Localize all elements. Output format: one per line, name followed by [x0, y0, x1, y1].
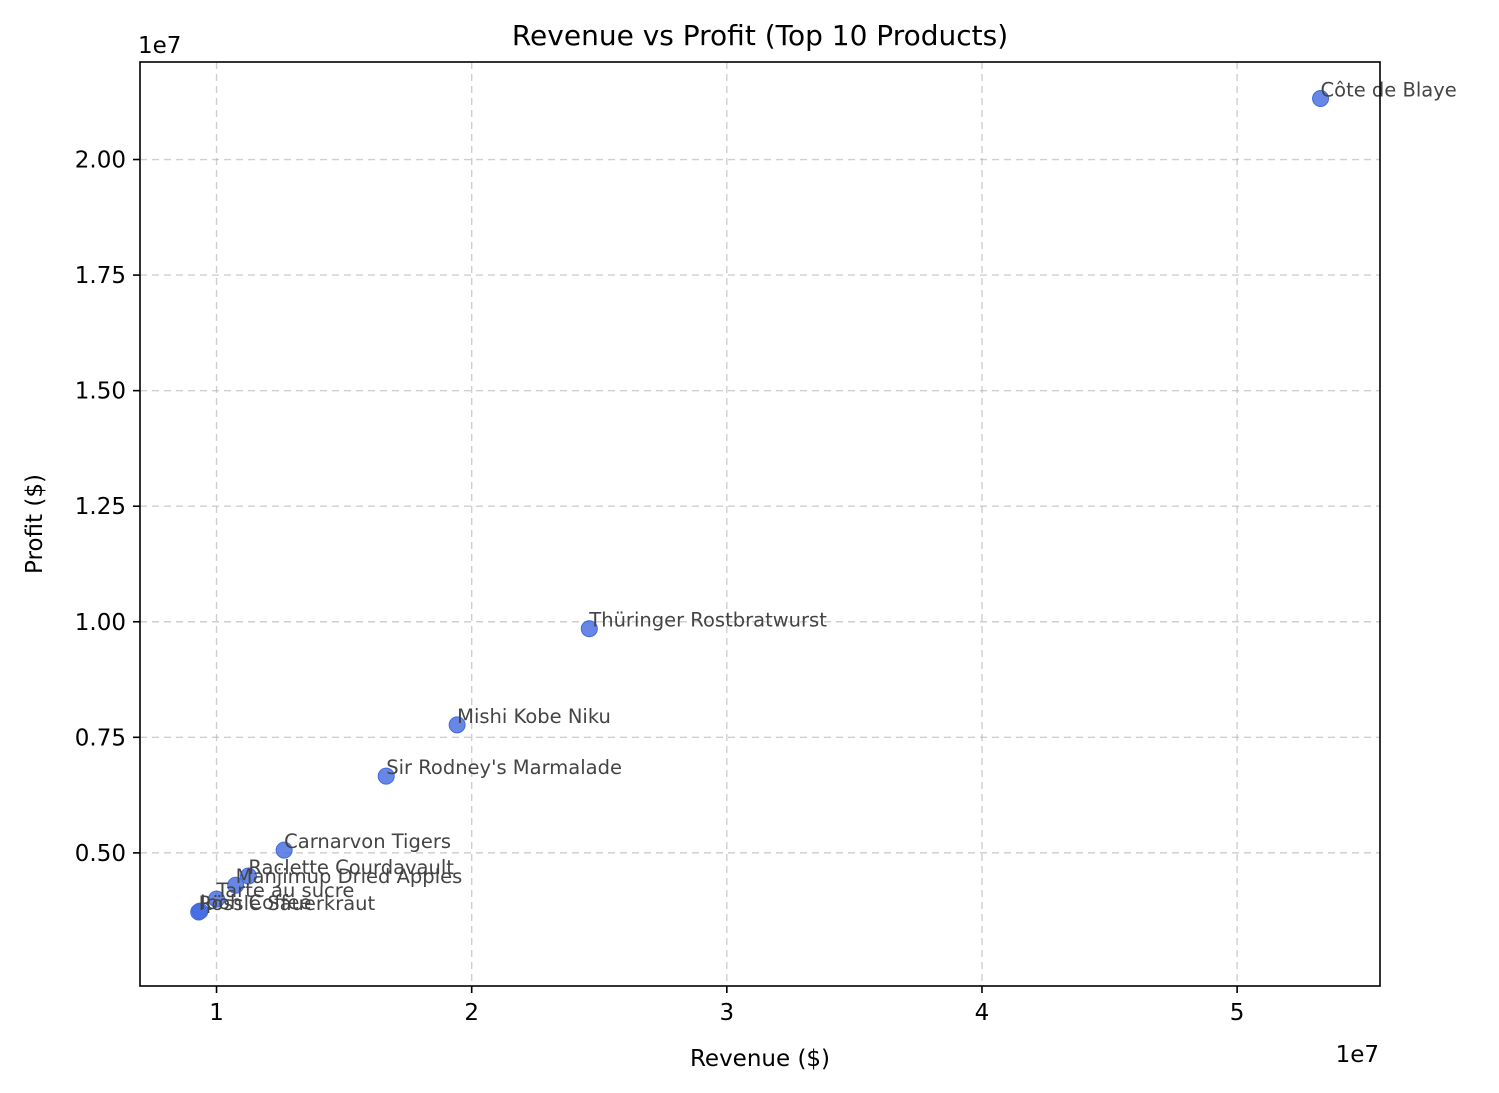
x-tick-label: 3: [720, 1000, 735, 1026]
data-point: [580, 620, 598, 638]
y-tick-label: 2.00: [75, 148, 126, 174]
point-label: Carnarvon Tigers: [284, 830, 451, 853]
y-axis-label: Profit ($): [22, 474, 48, 574]
data-point: [239, 867, 257, 885]
y-tick-label: 1.75: [75, 263, 126, 289]
x-axis-label: Revenue ($): [690, 1046, 830, 1072]
point-labels: Côte de Blaye Thüringer Rostbratwurst Mish…: [199, 79, 1457, 916]
chart-title: Revenue vs Profit (Top 10 Products): [512, 19, 1008, 52]
x-tick-label: 4: [975, 1000, 990, 1026]
y-tick-label: 0.75: [75, 725, 126, 751]
x-axis-offset-label: 1e7: [1336, 1042, 1379, 1068]
data-points: [190, 90, 1330, 921]
point-label: Manjimup Dried Apples: [236, 865, 463, 888]
data-point: [275, 841, 293, 859]
grid: [140, 62, 1380, 986]
data-point: [190, 903, 208, 921]
y-tick-label: 1.00: [75, 610, 126, 636]
x-tick-label: 1: [209, 1000, 224, 1026]
y-axis-ticks: 0.50 0.75 1.00 1.25 1.50 1.75 2.00: [75, 148, 140, 867]
data-point: [227, 876, 245, 894]
point-label: Côte de Blaye: [1321, 79, 1457, 102]
data-point: [1312, 90, 1330, 108]
point-label: Sir Rodney's Marmalade: [386, 756, 622, 779]
data-point: [208, 890, 226, 908]
x-tick-label: 2: [464, 1000, 479, 1026]
data-point: [448, 716, 466, 734]
x-tick-label: 5: [1230, 1000, 1245, 1026]
y-tick-label: 1.50: [75, 379, 126, 405]
point-label: Tarte au sucre: [216, 879, 355, 902]
point-label: Thüringer Rostbratwurst: [588, 609, 827, 632]
point-label: Rössle Sauerkraut: [199, 892, 376, 915]
data-point: [377, 767, 395, 785]
y-axis-offset-label: 1e7: [138, 33, 181, 59]
y-tick-label: 1.25: [75, 494, 126, 520]
y-tick-label: 0.50: [75, 841, 126, 867]
point-label: Mishi Kobe Niku: [457, 705, 611, 728]
plot-area-frame: [139, 61, 1381, 987]
point-label: Ipoh Coffee: [200, 891, 312, 914]
x-axis-ticks: 1 2 3 4 5: [209, 986, 1244, 1026]
point-label: Raclette Courdavault: [248, 856, 454, 879]
